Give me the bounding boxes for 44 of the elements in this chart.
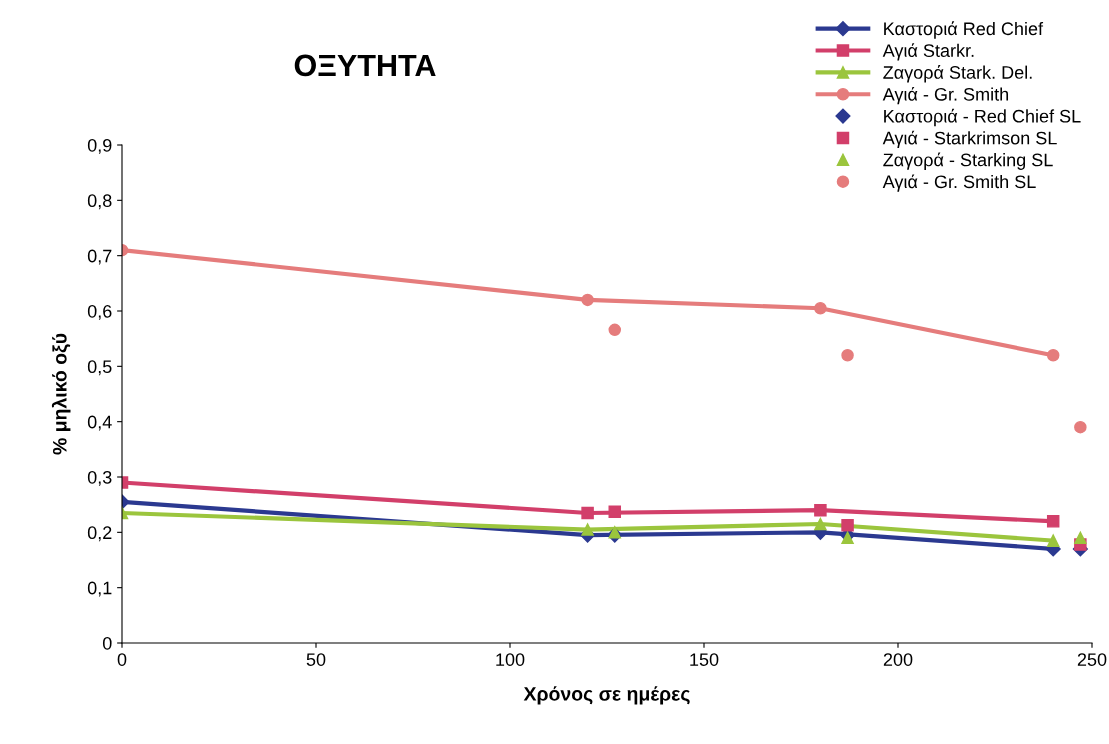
legend-label: Καστοριά - Red Chief SL	[884, 108, 1081, 127]
point	[814, 517, 827, 531]
legend-label: Αγιά - Gr. Smith SL	[882, 174, 1036, 192]
x-tick-label: 0	[117, 653, 127, 666]
point	[1046, 349, 1060, 362]
legend-label: Αγιά Starkr.	[882, 43, 974, 61]
legend-label: Καστοριά Red Chief	[884, 21, 1044, 39]
point	[608, 505, 622, 519]
y-tick-label: 0,8	[87, 194, 112, 210]
y-tick-label: 0,5	[87, 360, 112, 376]
point	[1074, 420, 1087, 434]
x-tick-label: 150	[690, 653, 719, 666]
y-tick-label: 0,3	[87, 470, 112, 486]
point	[814, 301, 827, 315]
point	[841, 531, 854, 545]
legend-label: Ζαγορά Stark. Del.	[883, 65, 1032, 83]
point	[581, 293, 594, 307]
legend-label: Αγιά - Gr. Smith	[882, 86, 1009, 105]
point	[841, 349, 854, 362]
point	[608, 323, 622, 337]
y-tick-label: 0,1	[87, 581, 112, 597]
point	[1046, 534, 1060, 547]
point	[1046, 515, 1060, 528]
y-tick-label: 0,6	[87, 304, 112, 320]
y-tick-label: 0,2	[87, 526, 112, 542]
y-tick-label: 0,7	[87, 249, 112, 265]
x-tick-label: 250	[1077, 653, 1107, 666]
x-tick-label: 100	[496, 653, 525, 666]
chart-title: ΟΞΥΤΗΤΑ	[294, 54, 436, 77]
point	[608, 526, 622, 539]
point	[581, 506, 594, 520]
point	[581, 523, 594, 536]
point	[1074, 531, 1087, 545]
y-axis-title: % μηλικό οξύ	[51, 333, 71, 455]
point	[841, 518, 854, 532]
y-tick-label: 0,9	[87, 138, 112, 154]
y-tick-label: 0	[102, 636, 112, 650]
legend-label: Αγιά - Starkrimson SL	[882, 130, 1057, 149]
y-tick-label: 0,4	[87, 415, 112, 431]
x-tick-label: 50	[306, 653, 326, 666]
x-axis-title: Χρόνος σε ημέρες	[523, 686, 690, 705]
legend-label: Ζαγορά - Starking SL	[883, 152, 1053, 170]
x-tick-label: 200	[883, 653, 913, 666]
point	[814, 503, 827, 517]
